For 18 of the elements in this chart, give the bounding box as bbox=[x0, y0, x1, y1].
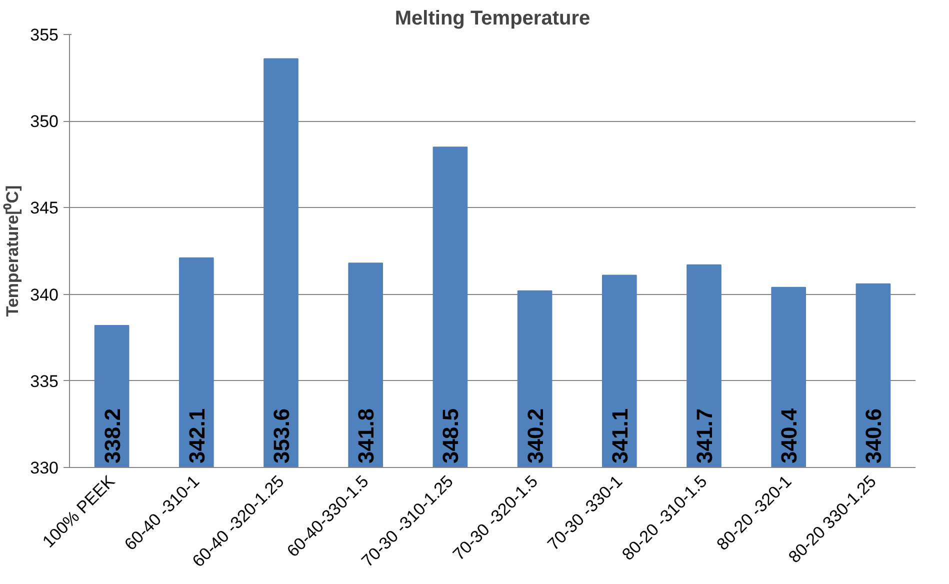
data-label: 341.7 bbox=[692, 408, 717, 464]
y-tick-label: 335 bbox=[30, 372, 59, 391]
y-tick-label: 350 bbox=[30, 112, 59, 132]
data-label: 338.2 bbox=[100, 408, 125, 464]
data-label: 340.6 bbox=[861, 408, 886, 464]
y-tick-label: 330 bbox=[30, 458, 59, 478]
chart-title: Melting Temperature bbox=[394, 8, 590, 30]
data-label: 348.5 bbox=[438, 408, 464, 464]
data-label: 341.1 bbox=[607, 408, 632, 464]
y-tick-label: 355 bbox=[30, 26, 59, 44]
y-tick-label: 345 bbox=[30, 198, 59, 218]
data-label: 342.1 bbox=[184, 408, 210, 464]
y-tick-label: 340 bbox=[30, 285, 59, 304]
y-axis-title: Temperature[⁰C] bbox=[3, 185, 22, 317]
data-label: 340.2 bbox=[522, 408, 548, 464]
data-label: 341.8 bbox=[354, 408, 379, 464]
data-label: 353.6 bbox=[269, 408, 294, 464]
data-label: 340.4 bbox=[776, 408, 802, 464]
